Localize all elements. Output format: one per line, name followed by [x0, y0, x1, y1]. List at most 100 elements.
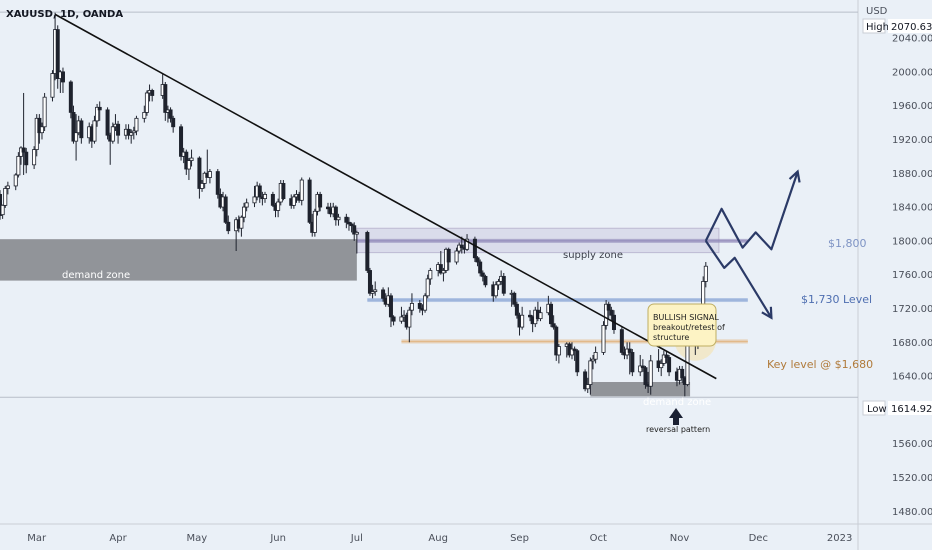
candle-body — [493, 284, 498, 297]
trendline — [54, 13, 717, 380]
candle-body — [179, 126, 184, 157]
candle — [0, 204, 5, 219]
candle — [496, 278, 501, 290]
candle — [554, 325, 559, 361]
demand-zone-label: demand zone — [62, 270, 130, 281]
low-price-tag: Low 1614.925 — [862, 400, 932, 416]
price-tick-label: 2040.000 — [892, 34, 932, 45]
time-tick-label: 2023 — [827, 533, 852, 544]
candle — [572, 346, 577, 361]
time-tick-label: Jul — [350, 533, 363, 544]
candle — [441, 267, 446, 282]
price-tick-label: 2000.000 — [892, 67, 932, 78]
candle-body — [79, 120, 84, 139]
time-tick-label: Dec — [749, 533, 768, 544]
candle — [95, 103, 100, 127]
time-tick-label: Apr — [109, 533, 127, 544]
supply-zone-label: supply zone — [563, 250, 623, 261]
candle-body — [34, 117, 39, 150]
candle — [659, 359, 664, 377]
candle-body — [438, 264, 443, 274]
candle-body — [661, 354, 666, 364]
reversal-label: reversal pattern — [646, 425, 710, 434]
candle-body — [551, 323, 556, 328]
candle-body — [32, 149, 37, 166]
candle-body — [590, 358, 595, 362]
candle — [242, 202, 247, 223]
candle-body — [496, 281, 501, 286]
candle-body — [514, 303, 519, 316]
candle — [349, 222, 354, 233]
candle-body — [110, 126, 115, 142]
candle-body — [685, 343, 690, 385]
candle — [179, 124, 184, 161]
signal-line-3: structure — [653, 333, 689, 342]
candle-body — [336, 216, 341, 221]
price-tick-label: 1560.000 — [892, 439, 932, 450]
price-tick-label: 1880.000 — [892, 169, 932, 180]
candle-body — [478, 261, 483, 274]
candle-body — [593, 352, 598, 360]
candle — [34, 114, 39, 157]
candle-body — [189, 157, 194, 161]
candle-body — [142, 112, 147, 119]
candle-body — [585, 384, 590, 390]
svg-text:High: High — [866, 22, 889, 33]
candle — [37, 114, 42, 144]
time-axis[interactable]: Mar Apr May Jun Jul Aug Sep Oct Nov Dec 2023 — [27, 533, 852, 544]
candle-body — [37, 117, 42, 134]
candle-body — [55, 29, 60, 80]
candle-body — [454, 250, 459, 263]
candle-body — [95, 106, 100, 122]
level-1680-label: Key level @ $1,680 — [767, 358, 873, 371]
candle-body — [606, 303, 611, 311]
candle-body — [116, 123, 121, 136]
candle-body — [538, 312, 543, 320]
candle — [407, 306, 412, 343]
candle-body — [583, 371, 588, 390]
candle-body — [520, 314, 525, 328]
signal-line-2: breakout/retest of — [653, 323, 725, 332]
candle-body — [627, 348, 632, 353]
candle — [428, 267, 433, 285]
candle — [472, 236, 477, 262]
price-tick-label: 1960.000 — [892, 101, 932, 112]
candle-body — [150, 90, 155, 96]
candle — [370, 284, 375, 299]
demand-zone-lower — [590, 382, 691, 397]
candle-body — [680, 368, 685, 379]
candle-body — [333, 206, 338, 221]
price-tick-label: 1520.000 — [892, 473, 932, 484]
price-axis[interactable]: 2040.000 2000.000 1960.000 1920.000 1880.000… — [892, 34, 932, 518]
candle — [21, 92, 26, 175]
candle-body — [68, 81, 73, 113]
svg-text:1614.925: 1614.925 — [891, 404, 932, 415]
candle — [3, 185, 8, 208]
candle-body — [0, 204, 5, 216]
candle-body — [373, 289, 378, 292]
time-tick-label: Oct — [590, 533, 607, 544]
candle — [131, 126, 136, 140]
price-tick-label: 1640.000 — [892, 372, 932, 383]
candle — [346, 217, 351, 231]
candle — [110, 122, 115, 144]
candle-body — [134, 117, 139, 132]
candle — [92, 115, 97, 144]
candle-body — [126, 128, 131, 136]
candle-body — [667, 357, 672, 373]
candle-body — [215, 171, 220, 195]
candle — [97, 101, 102, 121]
candle — [16, 152, 21, 178]
candle — [664, 350, 669, 364]
candle — [105, 107, 110, 140]
candle-body — [270, 193, 275, 206]
candle-body — [480, 272, 485, 277]
candle — [661, 350, 666, 366]
candle-body — [97, 106, 102, 111]
candle — [142, 105, 147, 123]
candle-body — [257, 185, 262, 198]
candle-body — [465, 238, 470, 250]
candle — [538, 306, 543, 322]
candle-body — [307, 179, 312, 223]
